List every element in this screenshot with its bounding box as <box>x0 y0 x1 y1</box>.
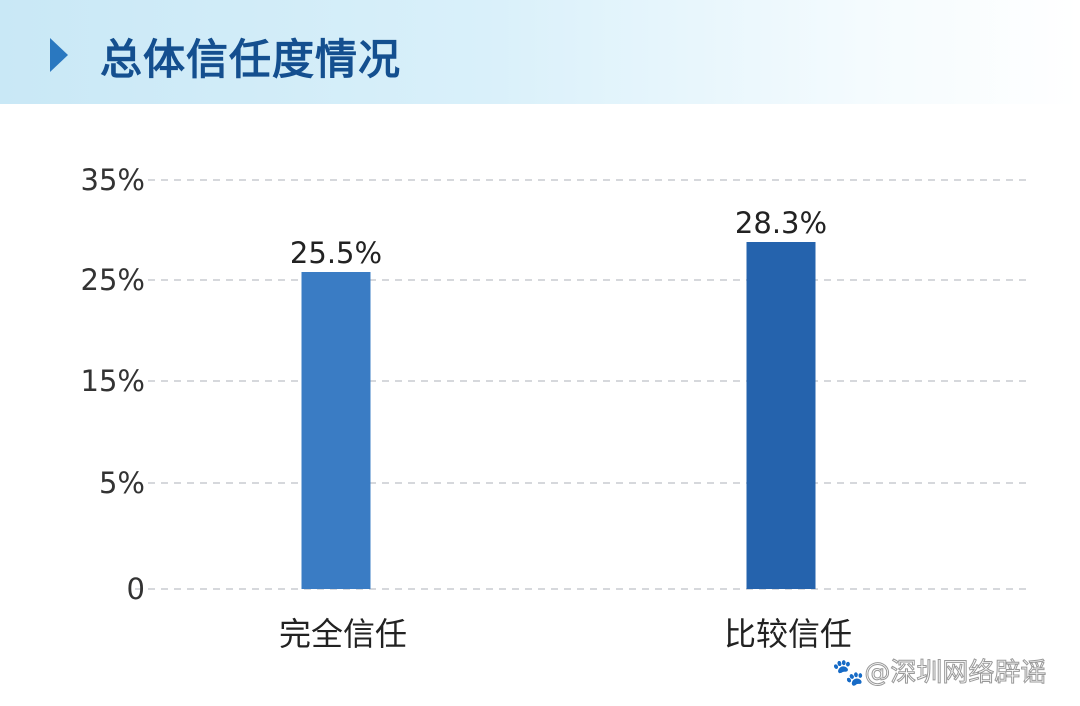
data-label: 25.5% <box>290 236 382 270</box>
x-category-label: 比较信任 <box>724 615 852 653</box>
chevron-right-icon <box>50 38 68 72</box>
y-tick-label: 0 <box>127 572 145 606</box>
page-title: 总体信任度情况 <box>100 35 402 84</box>
data-label: 28.3% <box>735 206 827 240</box>
header-banner: 总体信任度情况 <box>0 0 1080 104</box>
y-tick-label: 15% <box>81 364 145 398</box>
y-tick-label: 5% <box>99 466 145 500</box>
bar <box>301 272 371 589</box>
bar <box>746 242 816 589</box>
y-tick-label: 35% <box>81 163 145 197</box>
watermark-text: @深圳网络辟谣 <box>864 658 1047 689</box>
y-tick-label: 25% <box>81 263 145 297</box>
watermark: 🐾@深圳网络辟谣 <box>831 652 1047 689</box>
x-category-label: 完全信任 <box>279 615 407 653</box>
baidu-paw-icon: 🐾 <box>831 658 865 689</box>
